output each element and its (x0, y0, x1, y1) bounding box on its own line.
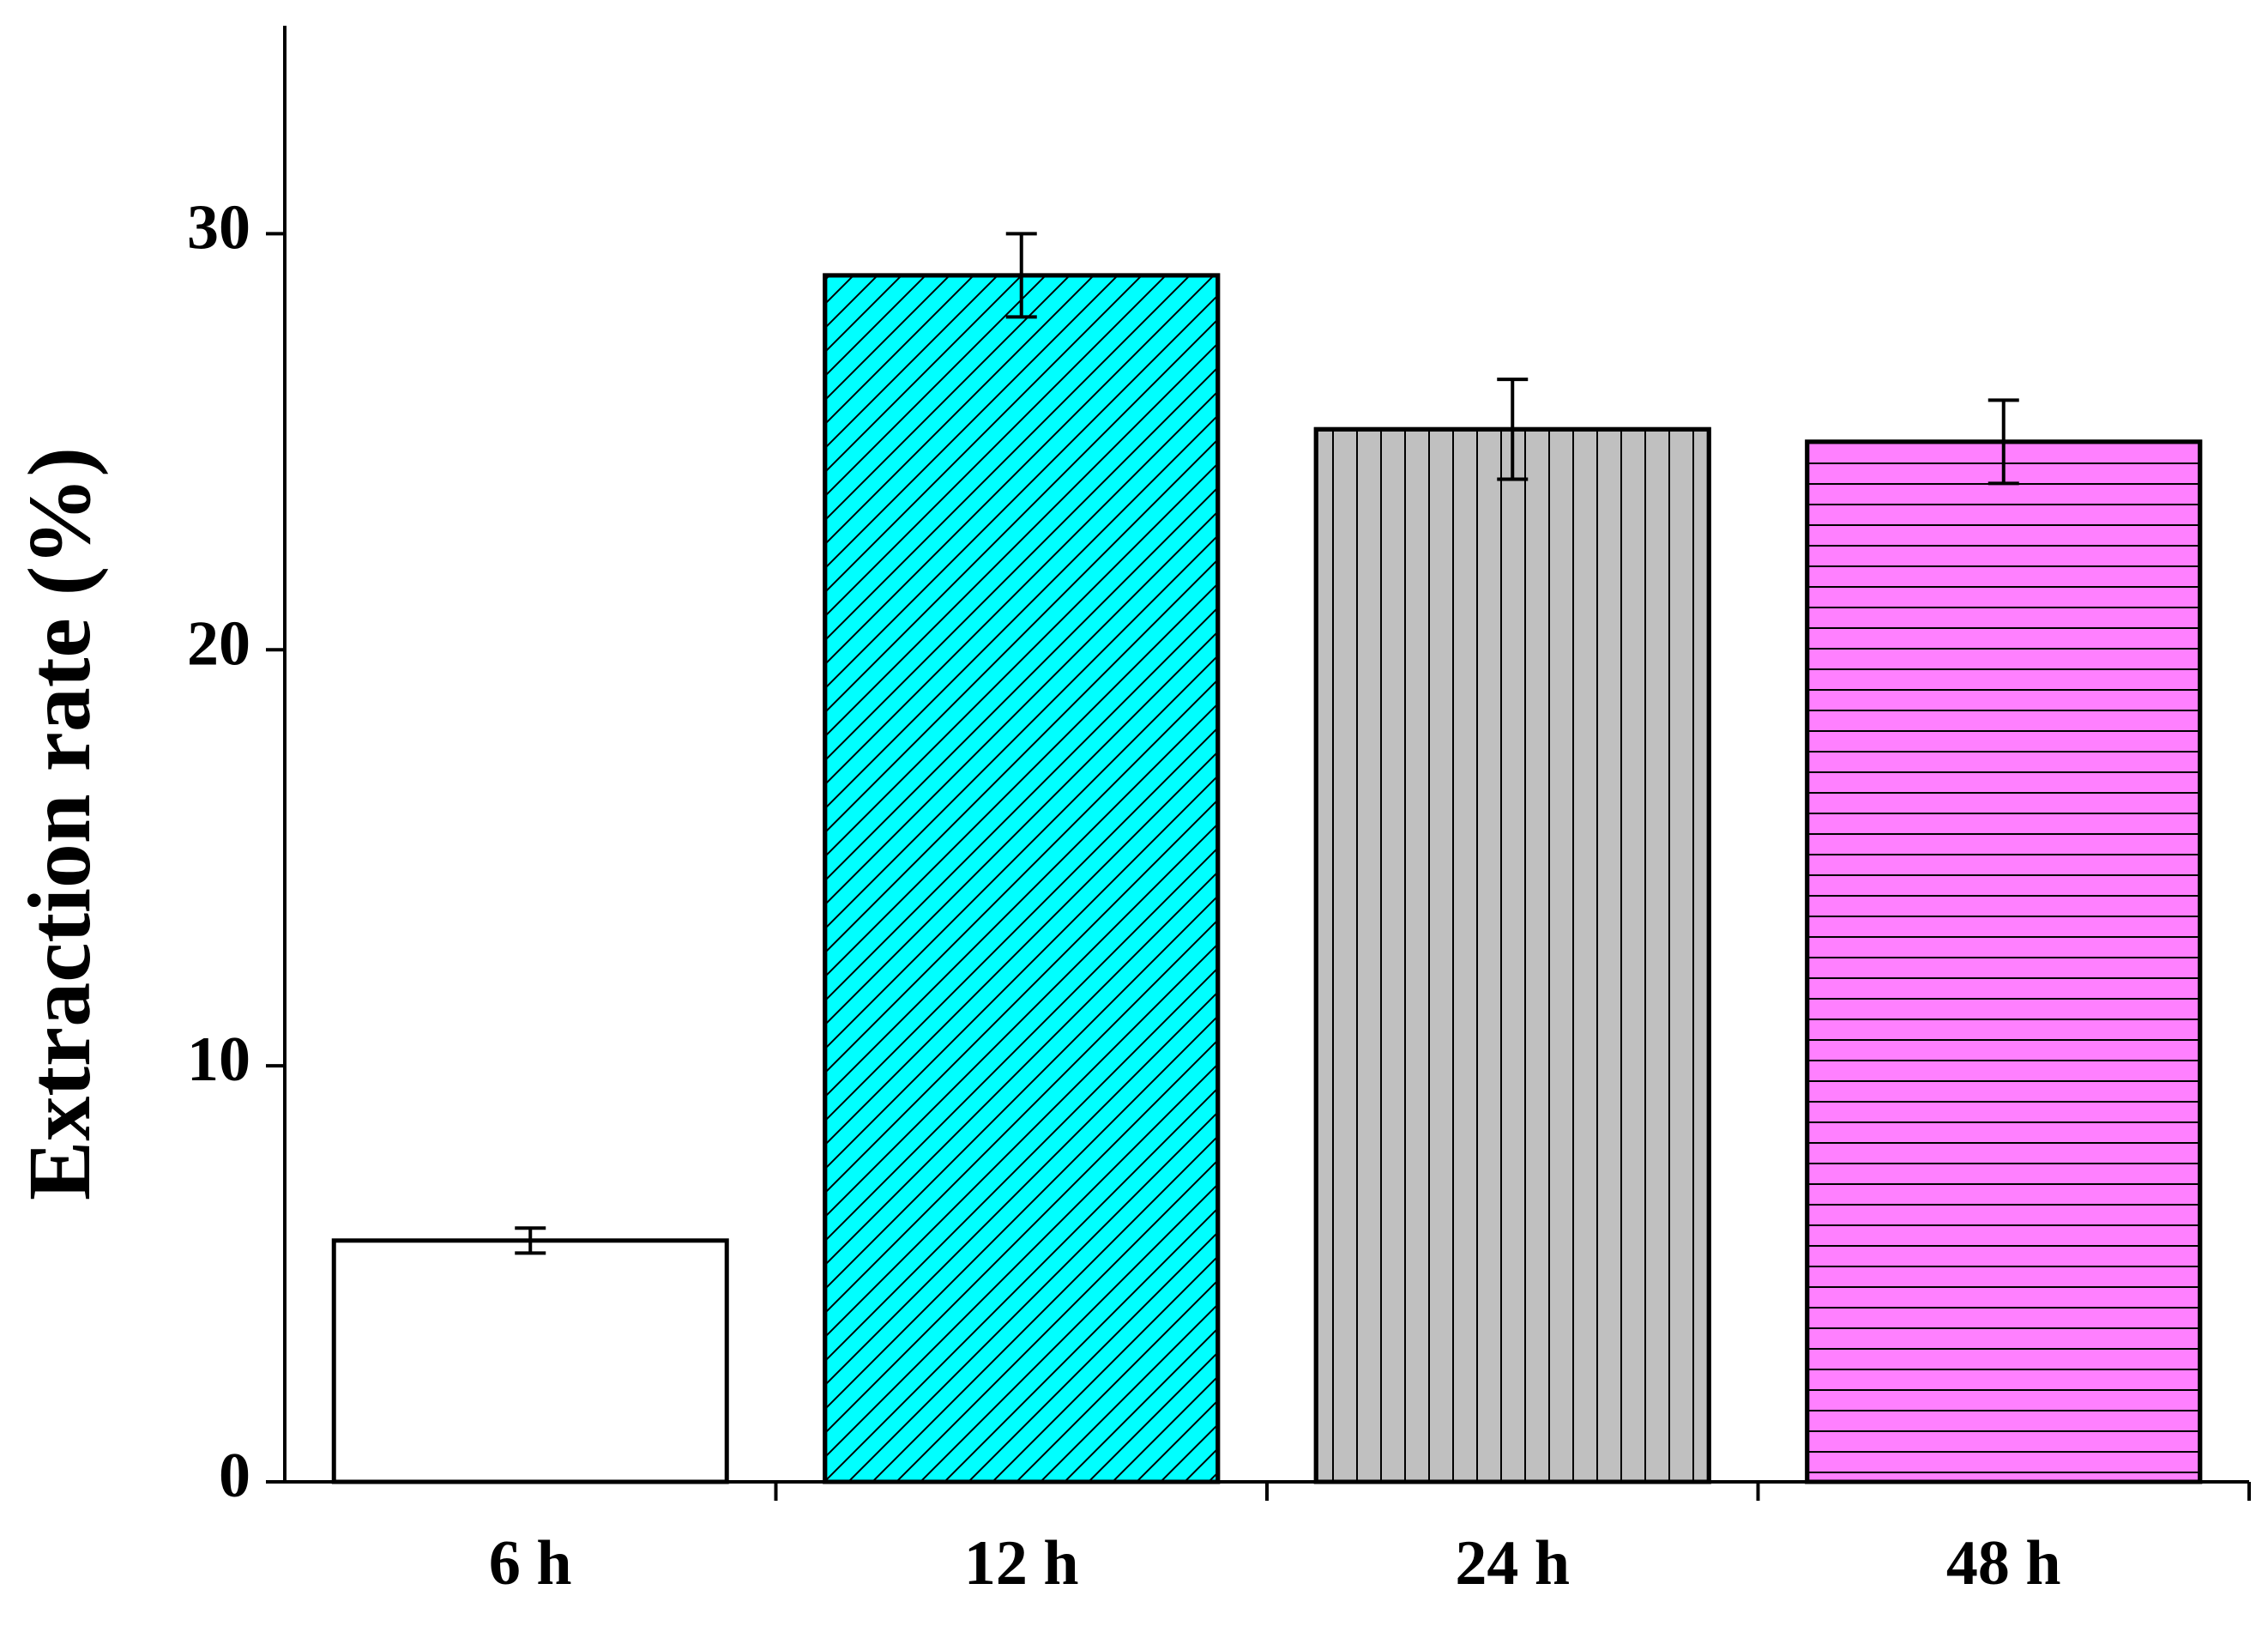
bar-pattern (823, 273, 1221, 1484)
error-bar (515, 1226, 546, 1255)
bar-pattern (1313, 426, 1711, 1484)
error-bar (1497, 378, 1529, 481)
x-tick-label: 6 h (489, 1528, 572, 1599)
x-tick-label: 48 h (1946, 1528, 2061, 1599)
bar (331, 1238, 729, 1484)
x-tick-label: 24 h (1455, 1528, 1570, 1599)
x-tick-label: 12 h (964, 1528, 1079, 1599)
error-bar (1988, 398, 2019, 486)
bar-pattern (1805, 439, 2203, 1484)
y-axis-label: Extraction rate (%) (10, 447, 109, 1200)
y-tick-label: 10 (187, 1025, 250, 1095)
error-bar (1005, 232, 1037, 319)
y-tick-label: 30 (187, 192, 250, 263)
y-tick-label: 20 (187, 608, 250, 679)
y-tick-label: 0 (219, 1441, 250, 1511)
